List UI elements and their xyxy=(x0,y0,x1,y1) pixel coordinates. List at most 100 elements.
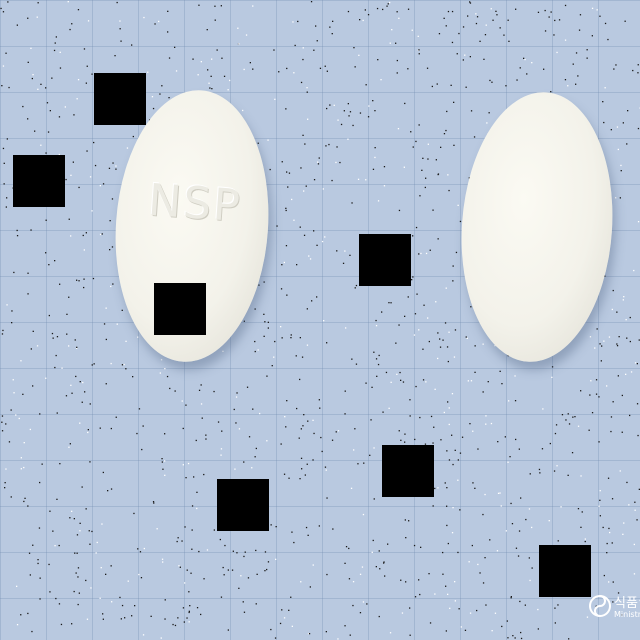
speckle-dot xyxy=(404,315,406,317)
speckle-dot xyxy=(510,596,512,598)
speckle-dot xyxy=(344,250,346,252)
speckle-dot xyxy=(591,7,594,9)
speckle-dot xyxy=(489,539,491,541)
speckle-dot xyxy=(1,415,4,417)
speckle-dot xyxy=(409,634,411,636)
speckle-dot xyxy=(67,1,69,3)
speckle-dot xyxy=(584,538,586,540)
speckle-dot xyxy=(69,517,71,519)
speckle-dot xyxy=(414,438,416,441)
speckle-dot xyxy=(349,254,351,256)
speckle-dot xyxy=(405,537,407,539)
speckle-dot xyxy=(1,421,3,423)
speckle-dot xyxy=(419,416,421,419)
speckle-dot xyxy=(304,143,306,145)
speckle-dot xyxy=(300,81,303,84)
speckle-dot xyxy=(70,384,72,386)
speckle-dot xyxy=(1,430,4,432)
speckle-dot xyxy=(440,146,442,148)
speckle-dot xyxy=(375,566,377,568)
speckle-dot xyxy=(454,600,456,602)
speckle-dot xyxy=(467,15,469,17)
speckle-dot xyxy=(263,313,265,315)
speckle-dot xyxy=(412,276,414,278)
speckle-dot xyxy=(422,157,424,159)
speckle-dot xyxy=(531,526,533,529)
speckle-dot xyxy=(374,156,376,159)
speckle-dot xyxy=(91,364,93,366)
speckle-dot xyxy=(83,286,85,289)
speckle-dot xyxy=(404,433,406,435)
speckle-dot xyxy=(123,363,125,366)
speckle-dot xyxy=(427,317,429,319)
speckle-dot xyxy=(321,450,323,453)
speckle-dot xyxy=(374,147,376,149)
speckle-dot xyxy=(361,566,364,568)
speckle-dot xyxy=(142,634,145,636)
speckle-dot xyxy=(396,11,398,13)
speckle-dot xyxy=(52,530,54,532)
speckle-dot xyxy=(252,68,254,70)
speckle-dot xyxy=(608,336,611,338)
speckle-dot xyxy=(59,51,61,53)
speckle-dot xyxy=(352,581,355,583)
speckle-dot xyxy=(428,340,430,343)
speckle-dot xyxy=(634,362,637,364)
speckle-dot xyxy=(219,538,221,541)
speckle-dot xyxy=(36,16,38,18)
speckle-dot xyxy=(373,447,375,449)
speckle-dot xyxy=(6,138,8,140)
speckle-dot xyxy=(425,177,427,179)
speckle-dot xyxy=(85,82,87,84)
speckle-dot xyxy=(196,607,199,609)
speckle-dot xyxy=(507,19,509,21)
speckle-dot xyxy=(458,608,460,610)
speckle-dot xyxy=(433,426,435,428)
speckle-dot xyxy=(305,526,308,529)
speckle-dot xyxy=(317,163,320,165)
speckle-dot xyxy=(329,26,331,28)
speckle-dot xyxy=(291,198,293,201)
speckle-dot xyxy=(359,19,361,21)
redaction-block xyxy=(382,445,434,497)
speckle-dot xyxy=(385,371,388,374)
speckle-dot xyxy=(437,487,439,489)
speckle-dot xyxy=(69,28,71,31)
speckle-dot xyxy=(381,311,383,313)
speckle-dot xyxy=(102,613,104,615)
speckle-dot xyxy=(400,579,402,581)
speckle-dot xyxy=(487,381,489,383)
speckle-dot xyxy=(636,363,638,365)
speckle-dot xyxy=(404,441,406,443)
speckle-dot xyxy=(439,338,441,340)
speckle-dot xyxy=(54,366,56,369)
speckle-dot xyxy=(156,528,158,530)
speckle-dot xyxy=(285,245,288,247)
speckle-dot xyxy=(318,157,320,159)
speckle-dot xyxy=(482,582,485,584)
speckle-dot xyxy=(302,134,304,136)
speckle-dot xyxy=(474,345,476,347)
speckle-dot xyxy=(37,562,39,565)
speckle-dot xyxy=(492,19,494,21)
speckle-dot xyxy=(240,575,242,577)
speckle-dot xyxy=(275,558,277,560)
speckle-dot xyxy=(491,81,493,83)
speckle-dot xyxy=(505,85,507,87)
speckle-dot xyxy=(524,604,526,606)
speckle-dot xyxy=(407,296,409,298)
speckle-dot xyxy=(378,615,380,618)
speckle-dot xyxy=(575,52,578,54)
speckle-dot xyxy=(407,68,409,70)
speckle-dot xyxy=(365,179,367,181)
redaction-block xyxy=(94,73,146,125)
speckle-dot xyxy=(596,328,598,330)
speckle-dot xyxy=(418,53,420,55)
speckle-dot xyxy=(371,386,373,388)
speckle-dot xyxy=(271,365,273,367)
speckle-dot xyxy=(516,79,518,81)
speckle-dot xyxy=(110,285,112,288)
speckle-dot xyxy=(485,423,487,425)
speckle-dot xyxy=(306,344,309,346)
speckle-dot xyxy=(412,146,414,148)
